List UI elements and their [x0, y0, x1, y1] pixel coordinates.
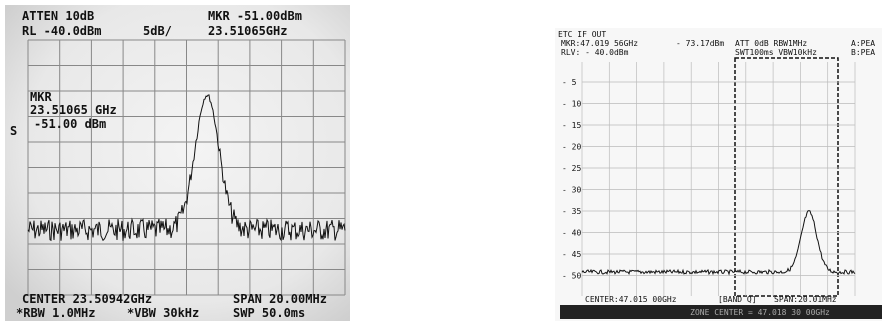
marker-text: -51.00 dBm — [34, 117, 106, 131]
footer-text: SWP 50.0ms — [233, 306, 305, 320]
header-text: MKR:47.019 56GHz — [561, 39, 638, 48]
header-text: 23.51065GHz — [208, 24, 287, 38]
y-label: - 25 — [562, 164, 581, 173]
header-text: B:PEA — [851, 48, 875, 57]
footer-text: CENTER:47.015 00GHz — [585, 295, 677, 304]
footer-text: *RBW 1.0MHz — [16, 306, 95, 320]
header-text: - 73.17dBm — [676, 39, 724, 48]
y-label: - 20 — [562, 143, 581, 152]
header-text: RL -40.0dBm — [22, 24, 101, 38]
header-text: A:PEA — [851, 39, 875, 48]
header-text: 5dB/ — [143, 24, 172, 38]
header-text: MKR -51.00dBm — [208, 9, 302, 23]
header-text: ETC IF OUT — [558, 30, 606, 39]
y-label: - 5 — [562, 78, 577, 87]
footer-text: *VBW 30kHz — [127, 306, 199, 320]
footer-text: CENTER 23.50942GHz — [22, 292, 152, 306]
status-text: ZONE CENTER = 47.018 30 00GHz — [690, 308, 830, 317]
footer-text: SPAN 20.00MHz — [233, 292, 327, 306]
y-label: - 45 — [562, 250, 581, 259]
header-text: ATTEN 10dB — [22, 9, 94, 23]
y-label: - 35 — [562, 207, 581, 216]
footer-text: [BAND Q] — [718, 295, 757, 304]
y-label: - 40 — [562, 229, 581, 238]
y-label: - 10 — [562, 100, 581, 109]
y-label: - 50 — [562, 272, 581, 281]
header-text: SWT100ms VBW10kHz — [735, 48, 817, 57]
footer-text: SPAN:20.01MHz — [774, 295, 837, 304]
header-text: ATT 0dB RBW1MHz — [735, 39, 807, 48]
marker-text: 23.51065 GHz — [30, 103, 117, 117]
side-label: S — [10, 124, 17, 138]
y-label: - 15 — [562, 121, 581, 130]
marker-text: MKR — [30, 90, 52, 104]
header-text: RLV: - 40.0dBm — [561, 48, 629, 57]
y-label: - 30 — [562, 186, 581, 195]
screenshot: - 5- 10- 15- 20- 25- 30- 35- 40- 45- 50 … — [0, 0, 882, 321]
left-screen — [5, 5, 350, 321]
